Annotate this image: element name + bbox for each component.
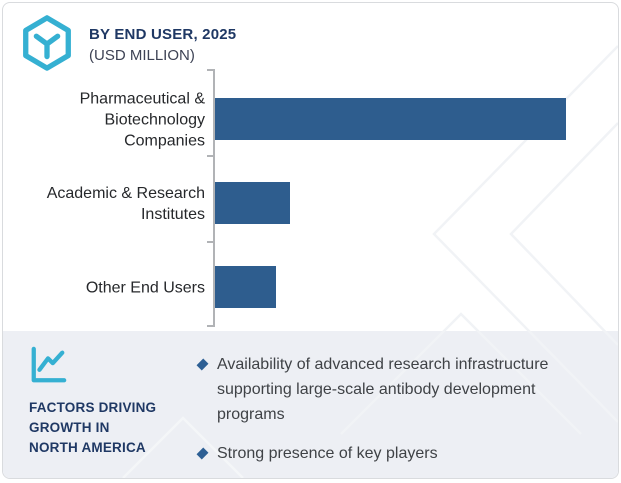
chart-unit-label: (USD MILLION) [89, 47, 195, 64]
bar-other-end-users [215, 266, 277, 308]
bar-academic-research [215, 182, 291, 224]
list-item: Availability of advanced research infras… [196, 352, 580, 427]
bullet-text-infrastructure: Availability of advanced research infras… [217, 356, 549, 423]
y-axis-line [213, 69, 215, 327]
factors-panel-title: FACTORS DRIVING GROWTH IN NORTH AMERICA [29, 400, 157, 455]
list-item: Strong presence of key players [196, 441, 580, 466]
axis-tick [207, 155, 214, 157]
hexagon-y-logo-icon [23, 15, 71, 71]
diamond-icon [196, 358, 209, 371]
diamond-icon [196, 447, 209, 460]
chart-title: BY END USER, 2025 [89, 26, 237, 43]
factors-bullet-list: Availability of advanced research infras… [196, 352, 580, 466]
bar-pharma-biotech [215, 98, 566, 140]
chart-header: BY END USER, 2025 (USD MILLION) [89, 25, 236, 65]
axis-tick [207, 241, 214, 243]
category-label-pharma-biotech: Pharmaceutical & Biotechnology Companies [79, 90, 205, 150]
line-chart-icon [31, 346, 67, 383]
axis-tick [207, 69, 214, 71]
bullet-text-key-players: Strong presence of key players [217, 445, 438, 462]
category-label-other-end-users: Other End Users [85, 279, 205, 297]
category-label-academic-research: Academic & Research Institutes [46, 185, 205, 223]
axis-tick [207, 325, 214, 327]
